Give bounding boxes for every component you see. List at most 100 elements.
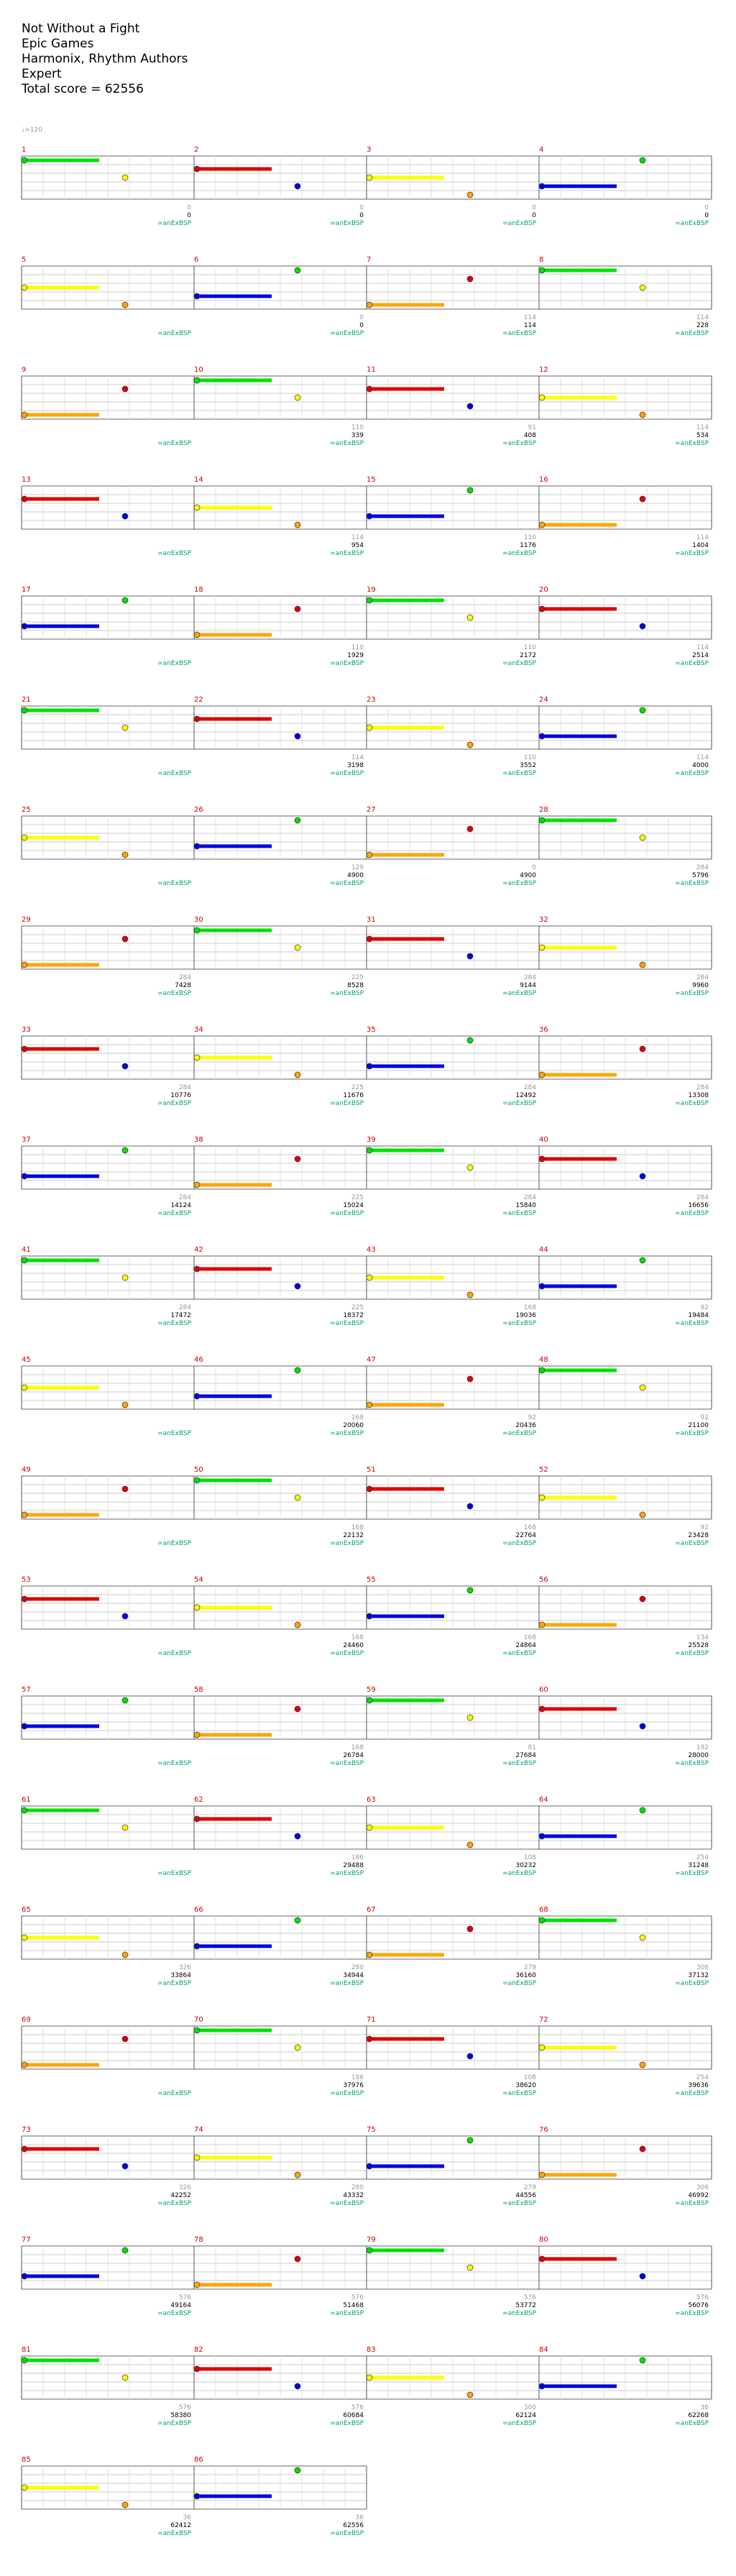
- measure-score: 0: [359, 204, 364, 211]
- note-gem: [294, 1494, 301, 1501]
- measure-number: 5: [22, 256, 26, 264]
- note-gem: [538, 1917, 546, 1924]
- note-gem: [366, 301, 373, 308]
- note-gem: [639, 411, 646, 418]
- note-gem: [538, 817, 546, 824]
- measure-number: 30: [194, 916, 203, 924]
- running-total: 339: [351, 432, 364, 439]
- running-total: 62124: [515, 2412, 536, 2419]
- note-gem: [639, 623, 646, 630]
- running-total: 2514: [692, 652, 709, 659]
- running-total: 18372: [343, 1312, 364, 1319]
- measure-number: 14: [194, 476, 203, 484]
- song-header: Not Without a Fight Epic Games Harmonix,…: [22, 22, 188, 97]
- measure-number: 31: [367, 916, 376, 924]
- overdrive-label: =anExBSP: [157, 1210, 192, 1217]
- measure-number: 33: [22, 1026, 31, 1034]
- measure-number: 52: [539, 1466, 548, 1474]
- note-gem: [21, 2357, 28, 2364]
- note-gem: [193, 2154, 201, 2161]
- note-gem: [639, 1257, 646, 1264]
- note-gem: [639, 2061, 646, 2068]
- measure-score: 0: [532, 864, 536, 871]
- measure-score: 225: [351, 1194, 364, 1201]
- measure-score: 279: [524, 1964, 536, 1971]
- measure-number: 72: [539, 2016, 548, 2024]
- note-gem: [21, 495, 28, 503]
- overdrive-label: =anExBSP: [330, 2310, 364, 2317]
- overdrive-label: =anExBSP: [675, 770, 709, 777]
- note-gem: [21, 1173, 28, 1180]
- note-gem: [538, 944, 546, 951]
- note-gem: [193, 2493, 201, 2500]
- note-gem: [538, 1494, 546, 1501]
- measure-number: 29: [22, 916, 31, 924]
- note-gem: [121, 1824, 129, 1831]
- overdrive-label: =anExBSP: [675, 1100, 709, 1107]
- measure-score: 284: [179, 1084, 191, 1091]
- note-gem: [366, 1697, 373, 1704]
- running-total: 53772: [515, 2302, 536, 2309]
- note-gem: [366, 2163, 373, 2170]
- note-gem: [639, 1173, 646, 1180]
- overdrive-label: =anExBSP: [675, 2090, 709, 2097]
- note-gem: [21, 1384, 28, 1391]
- overdrive-label: =anExBSP: [330, 1870, 364, 1877]
- measure-number: 39: [367, 1136, 376, 1144]
- overdrive-label: =anExBSP: [330, 990, 364, 997]
- note-gem: [538, 183, 546, 190]
- note-gem: [538, 1283, 546, 1290]
- overdrive-label: =anExBSP: [157, 2200, 192, 2207]
- overdrive-label: =anExBSP: [330, 1540, 364, 1547]
- note-gem: [193, 165, 201, 173]
- overdrive-label: =anExBSP: [675, 1320, 709, 1327]
- measure-number: 22: [194, 696, 203, 704]
- note-gem: [21, 2273, 28, 2280]
- note-gem: [466, 1925, 474, 1933]
- note-gem: [538, 1705, 546, 1713]
- note-gem: [294, 1833, 301, 1840]
- overdrive-label: =anExBSP: [330, 1980, 364, 1987]
- measure-score: 168: [524, 1524, 536, 1531]
- overdrive-label: =anExBSP: [330, 1210, 364, 1217]
- measure-number: 49: [22, 1466, 31, 1474]
- note-gem: [121, 1274, 129, 1281]
- measure-number: 83: [367, 2346, 376, 2354]
- note-gem: [466, 614, 474, 621]
- note-gem: [538, 521, 546, 528]
- note-gem: [121, 851, 129, 858]
- overdrive-label: =anExBSP: [330, 1430, 364, 1437]
- note-gem: [121, 301, 129, 308]
- overdrive-label: =anExBSP: [157, 660, 192, 667]
- measure-number: 7: [367, 256, 371, 264]
- measure-number: 74: [194, 2126, 203, 2134]
- note-gem: [294, 2383, 301, 2390]
- measure-score: 284: [696, 974, 709, 981]
- measure-number: 54: [194, 1576, 203, 1584]
- running-total: 19484: [688, 1312, 709, 1319]
- note-gem: [193, 1054, 201, 1061]
- measure-number: 37: [22, 1136, 31, 1144]
- overdrive-label: =anExBSP: [330, 770, 364, 777]
- running-total: 0: [359, 212, 364, 219]
- measure-score: 186: [351, 1854, 364, 1861]
- overdrive-label: =anExBSP: [675, 1210, 709, 1217]
- note-gem: [366, 1274, 373, 1281]
- measure-score: 284: [524, 1194, 536, 1201]
- note-gem: [21, 2484, 28, 2491]
- measure-score: 92: [701, 1304, 709, 1311]
- note-gem: [294, 817, 301, 824]
- measure-score: 225: [351, 974, 364, 981]
- note-gem: [466, 191, 474, 198]
- running-total: 38620: [515, 2082, 536, 2089]
- measure-number: 40: [539, 1136, 548, 1144]
- running-total: 31248: [688, 1862, 709, 1869]
- measure-score: 92: [701, 1524, 709, 1531]
- note-gem: [639, 1807, 646, 1814]
- note-gem: [639, 2273, 646, 2280]
- measure-score: 114: [351, 534, 364, 541]
- measure-number: 51: [367, 1466, 376, 1474]
- running-total: 49164: [170, 2302, 191, 2309]
- note-gem: [639, 2145, 646, 2153]
- note-gem: [466, 1375, 474, 1383]
